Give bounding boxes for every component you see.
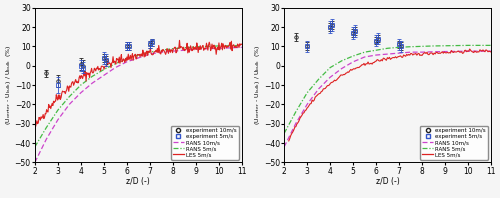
Y-axis label: (U$_\mathregular{center}$ - U$_\mathregular{bulk}$) / U$_\mathregular{bulk}$  (%: (U$_\mathregular{center}$ - U$_\mathregu… [254, 45, 262, 125]
Legend: experiment 10m/s, experiment 5m/s, RANS 10m/s, RANS 5m/s, LES 5m/s: experiment 10m/s, experiment 5m/s, RANS … [420, 126, 488, 160]
X-axis label: z/D (-): z/D (-) [376, 177, 400, 186]
Legend: experiment 10m/s, experiment 5m/s, RANS 10m/s, RANS 5m/s, LES 5m/s: experiment 10m/s, experiment 5m/s, RANS … [170, 126, 239, 160]
Y-axis label: (U$_\mathregular{center}$ - U$_\mathregular{bulk}$) / U$_\mathregular{bulk}$  (%: (U$_\mathregular{center}$ - U$_\mathregu… [4, 45, 13, 125]
X-axis label: z/D (-): z/D (-) [126, 177, 150, 186]
